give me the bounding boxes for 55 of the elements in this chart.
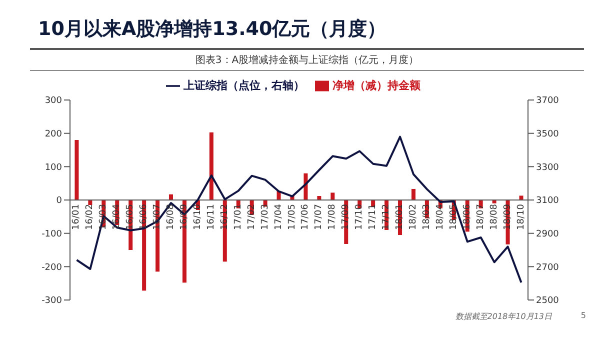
x-tick-label: 18/04 (435, 204, 446, 230)
text: 数据截至2018年10月13日 (455, 311, 552, 322)
x-tick-label: 16/11 (206, 204, 216, 230)
legend-label: 上证综指（点位，右轴） (184, 79, 304, 92)
x-tick-label: 17/10 (354, 204, 365, 230)
x-tick-label: 17/12 (382, 204, 392, 230)
x-tick-label: 18/09 (502, 204, 513, 230)
y2-tick-label: 2900 (536, 230, 560, 240)
x-tick-label: 17/07 (314, 204, 324, 230)
x-tick-label: 18/08 (489, 204, 500, 230)
bar (74, 140, 79, 200)
chart-subtitle: 图表3：A股增减持金额与上证综指（亿元，月度） (194, 54, 420, 67)
x-tick-label: 17/08 (328, 204, 338, 230)
y2-tick-label: 3500 (536, 130, 560, 140)
x-tick-label: 18/01 (395, 204, 406, 230)
y-tick-label: 300 (44, 96, 62, 106)
y2-tick-label: 2700 (536, 262, 560, 273)
bar (519, 196, 524, 200)
x-tick-label: 18/06 (462, 204, 472, 230)
x-tick-label: 17/11 (368, 204, 378, 230)
bar (330, 192, 335, 200)
y2-tick-label: 3100 (536, 196, 560, 206)
x-tick-label: 18/10 (516, 204, 526, 230)
x-tick-label: 17/03 (260, 204, 270, 230)
bar (411, 189, 416, 200)
chart-title: 10月以来A股净增持13.40亿元（月度） (38, 17, 386, 42)
x-tick-label: 17/05 (287, 204, 298, 230)
x-tick-label: 16/05 (126, 204, 136, 230)
x-tick-label: 17/02 (246, 204, 257, 230)
y-tick-label: -200 (42, 262, 62, 273)
y-tick-label: -100 (42, 230, 62, 240)
x-tick-label: 16/01 (72, 204, 82, 230)
x-tick-label: 17/01 (233, 204, 244, 230)
bar (492, 200, 496, 204)
x-tick-label: 18/05 (448, 204, 459, 230)
y2-tick-label: 3700 (536, 96, 560, 106)
x-tick-label: 17/04 (274, 204, 284, 230)
x-tick-label: 16/12 (220, 204, 230, 230)
y-tick-label: 100 (44, 162, 62, 173)
y2-tick-label: 2500 (536, 296, 560, 306)
y-tick-label: -300 (42, 296, 62, 306)
text: 5 (580, 311, 586, 320)
x-tick-label: 17/09 (341, 204, 352, 230)
y-tick-label: 200 (44, 130, 62, 140)
y-tick-label: 0 (56, 196, 62, 206)
x-tick-label: 18/03 (422, 204, 432, 230)
x-tick-label: 16/02 (85, 204, 96, 230)
y2-tick-label: 3300 (536, 162, 560, 173)
legend-label: 净增（减）持金额 (332, 79, 420, 92)
x-tick-label: 16/03 (98, 204, 109, 230)
x-tick-label: 18/07 (476, 204, 486, 230)
x-tick-label: 17/06 (300, 204, 311, 230)
bar (209, 132, 214, 200)
x-tick-label: 16/10 (192, 204, 203, 230)
x-tick-label: 18/02 (408, 204, 418, 230)
